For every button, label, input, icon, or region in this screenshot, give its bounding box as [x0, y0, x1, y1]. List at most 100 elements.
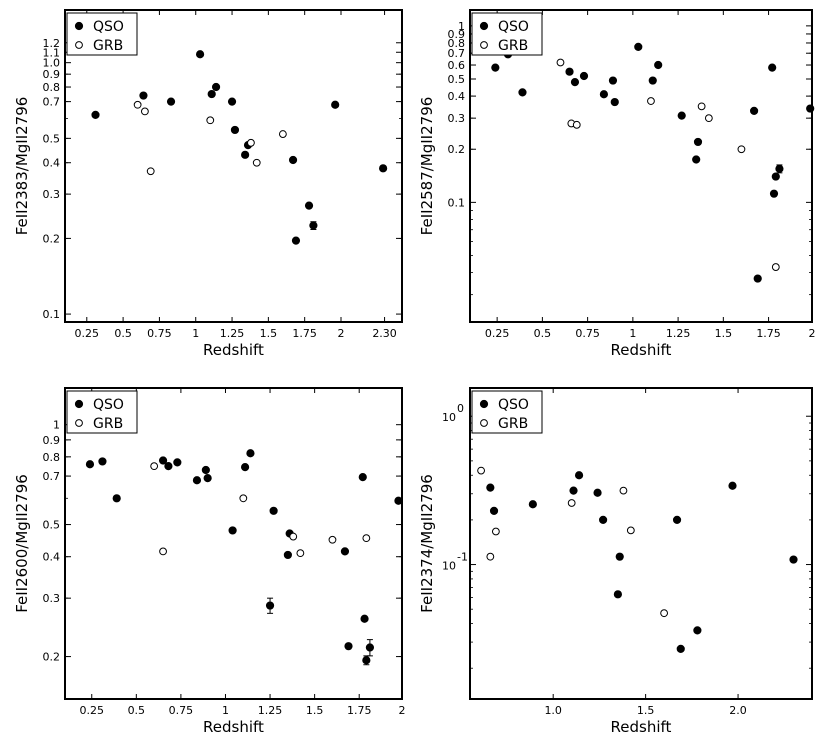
- plot-frame: [64, 387, 403, 700]
- data-point-grb: [477, 466, 485, 475]
- data-point-qso: [769, 189, 779, 198]
- x-tick-label: 1.75: [756, 327, 781, 340]
- data-point-grb: [247, 138, 255, 147]
- legend-marker-grb: [480, 41, 488, 49]
- data-point-grb: [556, 58, 565, 67]
- data-point-qso: [283, 550, 292, 560]
- data-point-qso: [648, 76, 657, 85]
- x-axis-label: Redshift: [203, 341, 264, 359]
- x-tick-label: 2: [809, 327, 816, 340]
- y-tick-label: 0.7: [448, 47, 466, 60]
- x-tick-label: 1.75: [347, 704, 372, 717]
- data-point-qso: [340, 547, 350, 556]
- y-tick-label: 0.2: [43, 651, 61, 664]
- y-tick-label: 0.4: [448, 90, 466, 103]
- data-point-qso: [613, 590, 622, 599]
- plot-frame: [64, 9, 403, 323]
- data-point-qso: [269, 506, 278, 515]
- data-point-grb: [146, 167, 155, 176]
- y-axis-label: FeII2383/MgII2796: [13, 97, 31, 236]
- x-tick-label: 1.75: [292, 327, 317, 340]
- legend: QSO GRB: [471, 12, 543, 56]
- data-point-grb: [486, 552, 495, 561]
- legend-marker-grb: [75, 41, 83, 49]
- y-tick-label: 0.5: [43, 132, 61, 145]
- data-point-qso: [569, 486, 578, 495]
- y-tick-label: 0.9: [43, 68, 61, 81]
- x-tick-label: 1.5: [637, 704, 655, 717]
- data-point-qso: [288, 155, 298, 165]
- data-point-qso: [358, 473, 367, 482]
- data-point-qso: [486, 483, 495, 492]
- plot-frame: [469, 9, 813, 323]
- legend-marker-qso: [74, 21, 84, 31]
- data-point-grb: [296, 549, 305, 558]
- legend-label-grb: GRB: [93, 416, 123, 432]
- data-point-qso: [570, 78, 580, 87]
- x-tick-label: 2: [399, 704, 406, 717]
- legend-marker-grb: [75, 419, 83, 427]
- y-tick-label: 0.8: [43, 451, 61, 464]
- x-tick-label: 0.75: [169, 704, 194, 717]
- data-point-qso: [579, 71, 589, 81]
- x-tick-label: 0.25: [75, 327, 100, 340]
- data-point-qso: [241, 150, 250, 159]
- data-point-qso: [192, 476, 202, 485]
- x-tick-label: 1.25: [258, 704, 283, 717]
- data-point-qso: [771, 172, 780, 181]
- data-point-grb: [572, 120, 581, 129]
- y-tick-label: 0.8: [43, 81, 61, 94]
- data-point-qso: [749, 106, 759, 115]
- series-grb: [477, 466, 669, 618]
- x-tick-label: 0.5: [534, 327, 552, 340]
- data-point-grb: [206, 116, 215, 125]
- legend-marker-qso: [74, 399, 84, 409]
- x-tick-label: 1.5: [260, 327, 278, 340]
- data-point-qso: [203, 474, 212, 483]
- data-point-qso: [775, 164, 784, 173]
- x-tick-label: 1.5: [715, 327, 733, 340]
- data-point-grb: [133, 100, 142, 109]
- data-point-qso: [85, 460, 95, 469]
- x-tick-label: 1.5: [306, 704, 324, 717]
- data-point-qso: [574, 471, 584, 480]
- data-point-qso: [230, 125, 240, 135]
- y-tick-label: 0.2: [448, 143, 466, 156]
- data-point-grb: [140, 107, 149, 116]
- y-tick-label: 0.4: [43, 551, 61, 564]
- y-tick-label: 10: [442, 560, 456, 573]
- data-point-qso: [228, 526, 237, 535]
- data-point-qso: [599, 515, 608, 524]
- y-tick-label: 10: [442, 411, 456, 424]
- legend-marker-grb: [480, 419, 488, 427]
- data-point-qso: [195, 50, 205, 59]
- data-point-qso: [331, 100, 340, 109]
- data-point-grb: [737, 145, 746, 154]
- x-tick-label: 1: [222, 704, 229, 717]
- data-point-qso: [227, 97, 237, 106]
- data-point-qso: [676, 644, 685, 653]
- x-tick-label: 2.30: [372, 327, 397, 340]
- x-tick-label: 0.25: [485, 327, 510, 340]
- y-tick-label: 1: [458, 20, 465, 33]
- x-tick-label: 1.0: [544, 704, 562, 717]
- chart-panel-3: 0.25 0.5 0.75 1 1.25 1.5 1.75 2 0.2 0.3 0.4 0.5 0.7 0…: [13, 387, 406, 736]
- data-point-qso: [291, 236, 301, 245]
- x-tick-label: 0.25: [79, 704, 104, 717]
- data-point-qso: [394, 496, 403, 505]
- y-tick-exponent: 0: [457, 402, 464, 415]
- data-point-qso: [491, 63, 500, 72]
- data-point-qso: [240, 463, 250, 472]
- x-tick-label: 2.0: [729, 704, 747, 717]
- series-qso: [85, 449, 403, 666]
- x-tick-label: 0.5: [128, 704, 146, 717]
- data-point-qso: [615, 552, 624, 561]
- legend: QSO GRB: [471, 390, 543, 434]
- y-tick-label: 0.6: [448, 59, 466, 72]
- chart-panel-2: 0.25 0.5 0.75 1 1.25 1.5 1.75 20.10.20.30.40.50…: [418, 9, 816, 359]
- y-tick-label: 0.9: [43, 434, 61, 447]
- legend-label-qso: QSO: [93, 397, 124, 413]
- data-point-grb: [567, 499, 576, 507]
- y-tick-label: 1.2: [43, 37, 61, 50]
